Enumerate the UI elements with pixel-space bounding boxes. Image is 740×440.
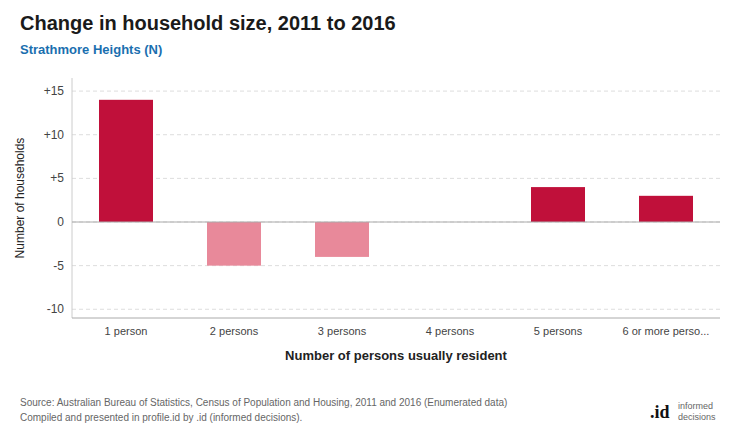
footnote: Source: Australian Bureau of Statistics,… — [20, 397, 507, 408]
grid — [72, 91, 720, 309]
y-axis-label: Number of households — [13, 138, 27, 259]
y-tick-label: +5 — [50, 171, 64, 185]
y-tick-label: -5 — [53, 259, 64, 273]
x-tick-label: 5 persons — [534, 325, 583, 337]
title: Change in household size, 2011 to 2016 — [20, 12, 396, 34]
grid-line — [72, 178, 720, 179]
grid-line — [72, 134, 720, 135]
x-axis-line — [72, 318, 720, 319]
bar — [207, 222, 261, 266]
grid-line — [72, 309, 720, 310]
bar — [639, 196, 693, 222]
logo-tagline-line: decisions — [678, 412, 716, 422]
bar — [531, 187, 585, 222]
y-tick-label: +15 — [44, 84, 65, 98]
x-axis-label: Number of persons usually resident — [285, 348, 507, 363]
logo: .id — [650, 402, 670, 422]
y-tick-label: -10 — [47, 302, 65, 316]
grid-line — [72, 222, 720, 223]
x-tick-label: 2 persons — [210, 325, 259, 337]
x-tick-label: 3 persons — [318, 325, 367, 337]
logo-tagline: informeddecisions — [678, 401, 716, 422]
y-axis-line — [72, 78, 73, 318]
chart-container: Change in household size, 2011 to 2016 St… — [0, 0, 740, 440]
bar — [315, 222, 369, 257]
bars — [99, 100, 693, 266]
chart-svg: Change in household size, 2011 to 2016 St… — [0, 0, 740, 440]
x-tick-label: 6 or more perso... — [623, 325, 710, 337]
grid-line — [72, 91, 720, 92]
logo-tagline-line: informed — [678, 401, 713, 411]
zero-line — [72, 222, 720, 223]
grid-line — [72, 265, 720, 266]
y-tick-label: +10 — [44, 128, 65, 142]
y-tick-label: 0 — [57, 215, 64, 229]
bar — [99, 100, 153, 222]
x-tick-label: 4 persons — [426, 325, 475, 337]
subtitle: Strathmore Heights (N) — [20, 42, 162, 57]
x-tick-label: 1 person — [105, 325, 148, 337]
footnote: Compiled and presented in profile.id by … — [20, 412, 302, 423]
